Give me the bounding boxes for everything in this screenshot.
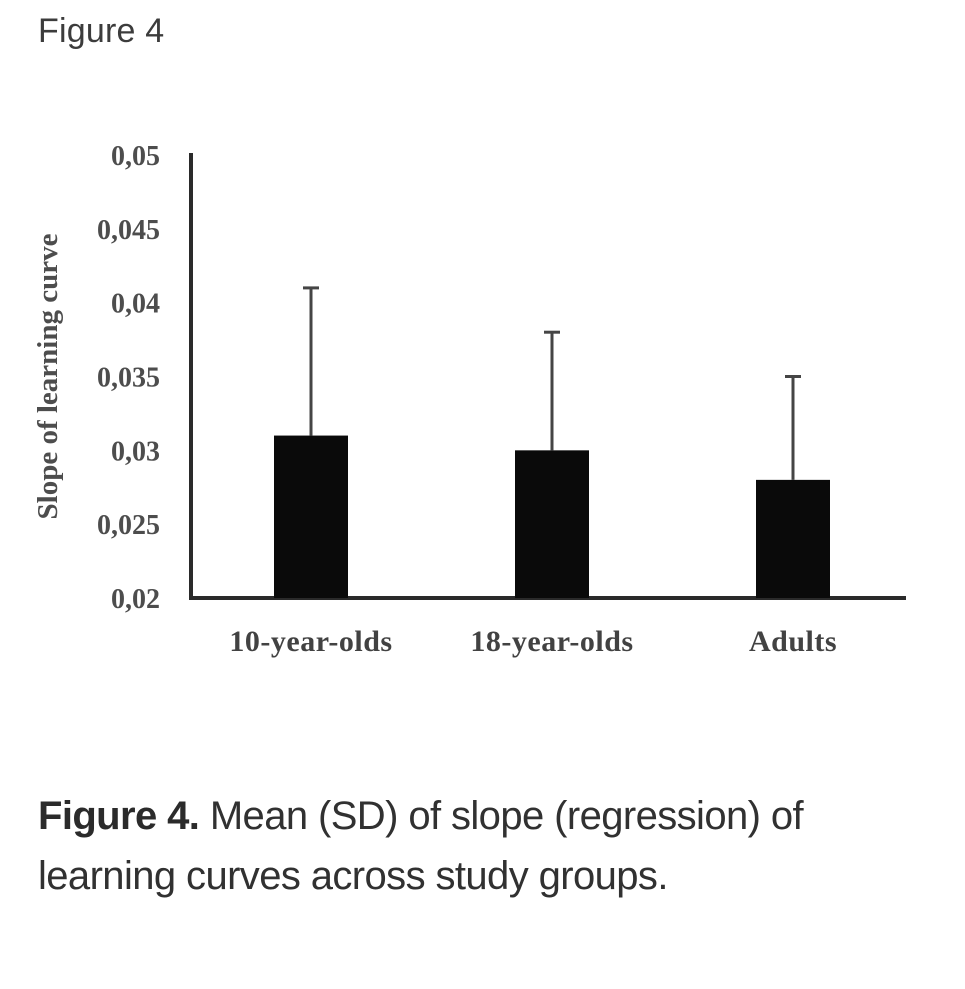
caption-figure-label: Figure 4. [38, 794, 200, 838]
caption-text-line1: Mean (SD) of slope (regression) of [209, 794, 804, 838]
figure-header: Figure 4 [38, 12, 165, 50]
y-tick-label: 0,025 [97, 510, 160, 541]
bar-Adults [756, 479, 830, 598]
y-tick-label: 0,03 [111, 436, 160, 467]
bar-18-year-olds [515, 450, 589, 598]
x-category-label: 10-year-olds [229, 625, 392, 658]
x-category-label: 18-year-olds [470, 625, 633, 658]
y-tick-label: 0,02 [111, 584, 160, 615]
bar-10-year-olds [274, 435, 348, 598]
figure-caption: Figure 4. Mean (SD) of slope (regression… [38, 786, 938, 906]
y-tick-label: 0,05 [111, 141, 160, 172]
y-tick-label: 0,035 [97, 363, 160, 394]
y-tick-label: 0,04 [111, 289, 160, 320]
y-tick-label: 0,045 [97, 215, 160, 246]
bar-chart: 0,05 0,045 0,04 0,035 0,03 0,025 0,02 Slope of … [32, 141, 906, 658]
y-axis-title: Slope of learning curve [32, 233, 64, 519]
caption-text-line2: learning curves across study groups. [38, 854, 668, 898]
x-category-label: Adults [749, 625, 837, 658]
